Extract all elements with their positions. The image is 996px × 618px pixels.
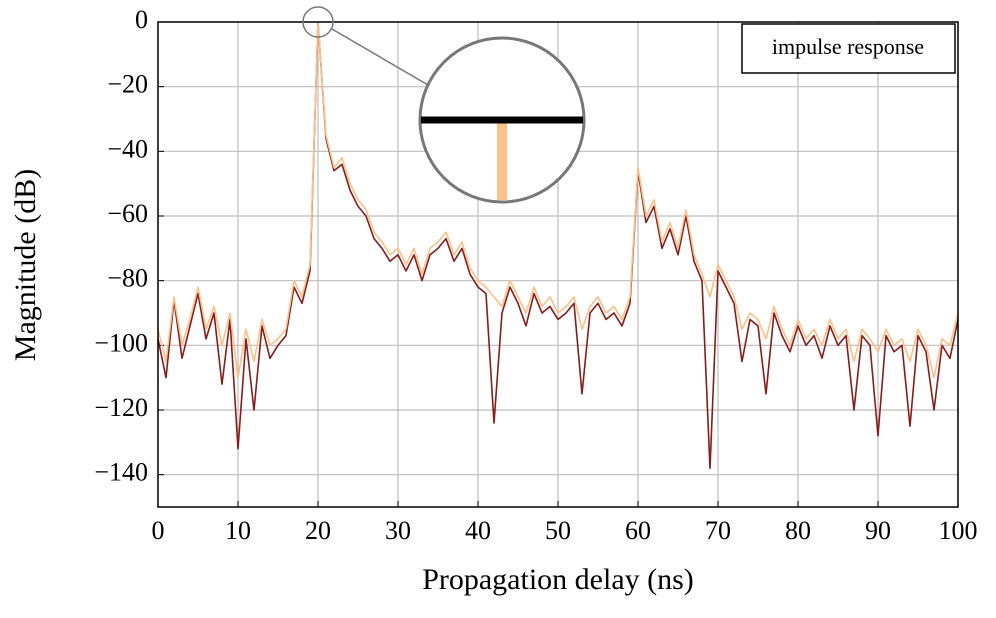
x-tick-label: 100 — [939, 516, 978, 545]
x-tick-label: 70 — [705, 516, 731, 545]
x-tick-label: 0 — [152, 516, 165, 545]
y-axis-label: Magnitude (dB) — [9, 169, 42, 361]
y-tick-label: 0 — [135, 5, 148, 34]
zoom-source — [302, 6, 334, 38]
lines — [157, 21, 959, 469]
x-tick-label: 10 — [225, 516, 251, 545]
plot-frame — [157, 21, 959, 508]
x-axis-label: Propagation delay (ns) — [422, 563, 694, 596]
x-tick-label: 40 — [465, 516, 491, 545]
zoom-peak — [497, 120, 507, 200]
x-tick-label: 90 — [865, 516, 891, 545]
x-tick-label: 50 — [545, 516, 571, 545]
y-tick-label: −40 — [107, 134, 148, 163]
zoom-connector — [331, 28, 429, 86]
y-tick-label: −80 — [107, 264, 148, 293]
zoom-inset — [302, 6, 586, 204]
series-line — [157, 21, 959, 379]
y-tick-label: −140 — [94, 458, 148, 487]
y-tick-label: −100 — [94, 328, 148, 357]
series-line — [157, 21, 959, 469]
legend-box — [741, 23, 956, 74]
y-tick-label: −60 — [107, 199, 148, 228]
x-tick-label: 80 — [785, 516, 811, 545]
x-tick-label: 30 — [385, 516, 411, 545]
y-tick-label: −20 — [107, 70, 148, 99]
legend-label: impulse response — [772, 34, 924, 59]
x-tick-label: 20 — [305, 516, 331, 545]
x-tick-label: 60 — [625, 516, 651, 545]
y-tick-label: −120 — [94, 393, 148, 422]
